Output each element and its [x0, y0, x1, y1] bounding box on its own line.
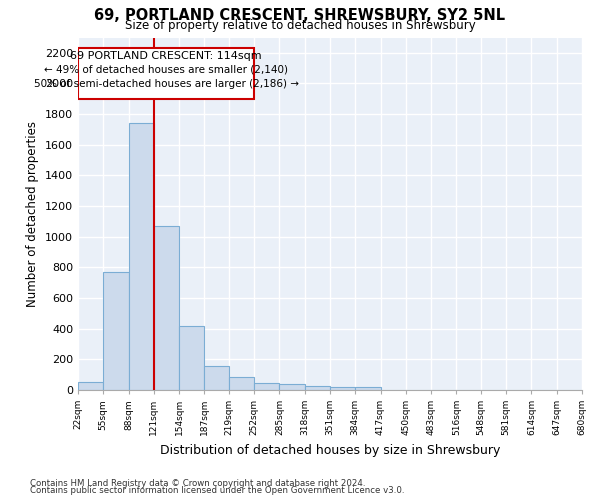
Bar: [179, 326, 205, 390]
Text: Contains HM Land Registry data © Crown copyright and database right 2024.: Contains HM Land Registry data © Crown c…: [30, 478, 365, 488]
Y-axis label: Number of detached properties: Number of detached properties: [26, 120, 40, 306]
Bar: [355, 388, 380, 390]
Text: Size of property relative to detached houses in Shrewsbury: Size of property relative to detached ho…: [125, 18, 475, 32]
FancyBboxPatch shape: [78, 48, 254, 99]
Bar: [280, 384, 305, 390]
Text: ← 49% of detached houses are smaller (2,140): ← 49% of detached houses are smaller (2,…: [44, 65, 288, 75]
Bar: [154, 226, 179, 390]
Bar: [330, 387, 355, 390]
Text: 69, PORTLAND CRESCENT, SHREWSBURY, SY2 5NL: 69, PORTLAND CRESCENT, SHREWSBURY, SY2 5…: [94, 8, 506, 22]
Bar: [78, 382, 103, 390]
Bar: [128, 124, 154, 390]
Text: 50% of semi-detached houses are larger (2,186) →: 50% of semi-detached houses are larger (…: [34, 80, 299, 90]
Bar: [305, 386, 330, 390]
Bar: [103, 272, 128, 390]
Bar: [229, 378, 254, 390]
Bar: [205, 366, 229, 390]
X-axis label: Distribution of detached houses by size in Shrewsbury: Distribution of detached houses by size …: [160, 444, 500, 456]
Text: Contains public sector information licensed under the Open Government Licence v3: Contains public sector information licen…: [30, 486, 404, 495]
Text: 69 PORTLAND CRESCENT: 114sqm: 69 PORTLAND CRESCENT: 114sqm: [70, 50, 262, 60]
Bar: [254, 383, 280, 390]
